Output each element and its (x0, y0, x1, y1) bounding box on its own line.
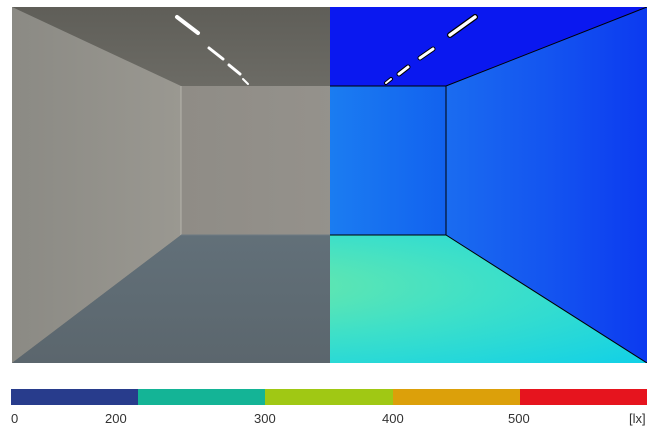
back-wall (330, 86, 446, 235)
scale-tick-label: 500 (508, 411, 530, 426)
scale-labels: 0 200 300 400 500 [lx] (0, 411, 658, 427)
light-fixture (227, 63, 242, 76)
scale-segment-5 (519, 389, 648, 405)
light-fixture (448, 15, 477, 37)
light-fixture (418, 47, 435, 60)
ceiling (12, 7, 330, 86)
light-fixture (175, 15, 200, 35)
realistic-half (12, 7, 330, 363)
scale-tick-label: 200 (105, 411, 127, 426)
light-fixture (385, 78, 392, 84)
scale-tick-label: 400 (382, 411, 404, 426)
back-wall (181, 86, 330, 235)
false-color-half (330, 7, 647, 363)
scale-segment-4 (392, 389, 520, 405)
scale-segment-3 (265, 389, 393, 405)
scale-segment-2 (138, 389, 266, 405)
light-fixture (242, 78, 249, 85)
light-fixture (397, 65, 410, 76)
scale-segment-1 (11, 389, 139, 405)
left-wall (12, 7, 181, 363)
illuminance-color-scale (11, 389, 648, 405)
scale-tick-label: 0 (11, 411, 19, 426)
right-wall (446, 7, 647, 363)
scale-unit-label: [lx] (629, 411, 646, 426)
lighting-render-view (12, 7, 647, 363)
room-visualization (12, 7, 647, 363)
floor (12, 235, 330, 363)
light-fixture (207, 46, 225, 61)
floor (330, 235, 647, 363)
scale-tick-label: 300 (254, 411, 276, 426)
